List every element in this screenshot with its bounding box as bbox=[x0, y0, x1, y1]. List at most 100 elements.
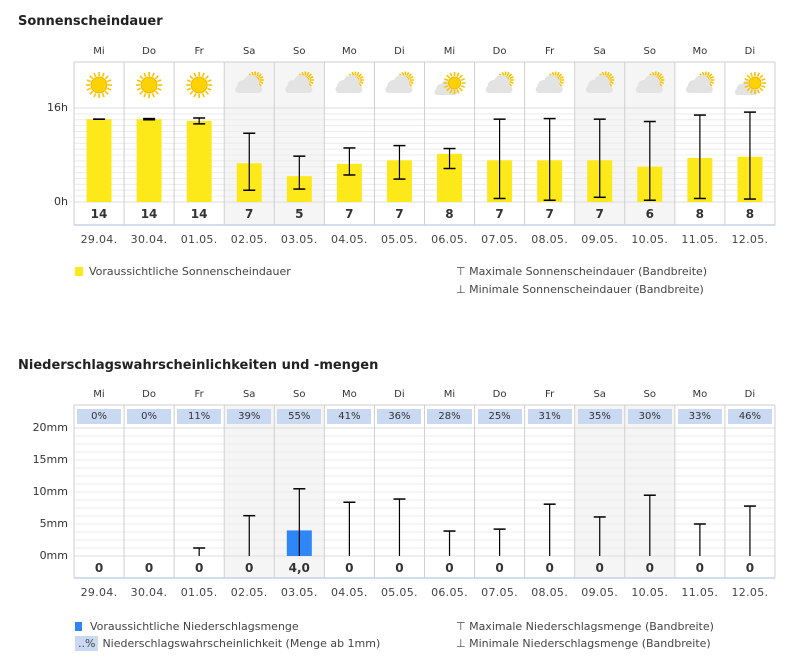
value-label: 7 bbox=[595, 207, 604, 221]
day-name: Di bbox=[394, 46, 405, 57]
cloud-sun-icon bbox=[635, 71, 665, 93]
date-label: 08.05. bbox=[531, 233, 569, 246]
sun-icon bbox=[136, 72, 163, 98]
value-label: 0 bbox=[144, 561, 154, 575]
y-axis-label: 15mm bbox=[32, 453, 68, 466]
value-label: 7 bbox=[245, 207, 254, 221]
date-label: 30.04. bbox=[130, 233, 168, 246]
date-label: 10.05. bbox=[631, 233, 669, 246]
date-label: 01.05. bbox=[180, 233, 218, 246]
range-whisker bbox=[643, 494, 656, 556]
range-whisker bbox=[643, 120, 656, 201]
probability-badge: 30% bbox=[627, 409, 672, 424]
date-label: 06.05. bbox=[431, 233, 468, 246]
date-label: 29.04. bbox=[80, 586, 118, 599]
legend-max-precipitation: ⊤ Maximale Niederschlagsmenge (Bandbreit… bbox=[456, 620, 714, 633]
legend-prob-marker: ..% bbox=[75, 636, 99, 651]
range-whisker bbox=[693, 114, 706, 200]
legend-min-precipitation: ⊥ Minimale Niederschlagsmenge (Bandbreit… bbox=[456, 637, 711, 650]
range-whisker bbox=[543, 117, 556, 201]
value-label: 0 bbox=[495, 561, 504, 575]
cloud-sun-icon bbox=[685, 71, 715, 93]
probability-badge: 28% bbox=[427, 409, 472, 424]
day-name: Do bbox=[492, 389, 507, 400]
probability-badge: 46% bbox=[727, 409, 772, 424]
y-axis-label: 0h bbox=[54, 195, 68, 208]
cloud-sun-icon bbox=[585, 71, 615, 93]
cloud-sun-icon bbox=[285, 71, 314, 93]
day-name: Mo bbox=[341, 46, 357, 57]
date-label: 06.05. bbox=[431, 586, 468, 599]
precipitation-title: Niederschlagswahrscheinlichkeiten und -m… bbox=[18, 358, 379, 373]
date-label: 01.05. bbox=[180, 586, 218, 599]
cloud-sun-icon bbox=[535, 71, 565, 93]
value-label: 4,0 bbox=[288, 561, 310, 575]
value-label: 0 bbox=[345, 561, 354, 575]
value-label: 8 bbox=[695, 207, 704, 221]
day-name: Mi bbox=[443, 46, 456, 57]
y-axis-label: 16h bbox=[47, 101, 68, 114]
range-whisker bbox=[593, 118, 606, 199]
sun-cloud-icon bbox=[434, 72, 466, 95]
date-label: 04.05. bbox=[330, 233, 368, 246]
date-label: 03.05. bbox=[280, 586, 318, 599]
day-name: Sa bbox=[593, 46, 606, 57]
value-label: 0 bbox=[395, 561, 404, 575]
range-whisker bbox=[543, 503, 556, 556]
value-label: 8 bbox=[745, 207, 755, 221]
range-whisker bbox=[343, 501, 356, 556]
probability-badge: 31% bbox=[527, 409, 572, 424]
range-whisker bbox=[393, 144, 406, 180]
date-label: 29.04. bbox=[80, 233, 118, 246]
value-label: 0 bbox=[595, 561, 604, 575]
cloud-sun-icon bbox=[335, 71, 364, 93]
range-whisker bbox=[243, 514, 256, 556]
date-label: 12.05. bbox=[731, 233, 769, 246]
day-name: Do bbox=[142, 46, 156, 57]
day-name: Mi bbox=[443, 389, 456, 400]
range-whisker bbox=[493, 118, 506, 200]
value-label: 0 bbox=[645, 561, 654, 575]
value-label: 7 bbox=[345, 207, 354, 221]
range-whisker bbox=[293, 488, 306, 556]
day-name: Sa bbox=[593, 389, 606, 400]
day-name: Do bbox=[142, 389, 156, 400]
probability-badge: 33% bbox=[677, 409, 722, 424]
value-bar bbox=[136, 119, 162, 202]
date-label: 30.04. bbox=[130, 586, 168, 599]
day-name: Sa bbox=[242, 46, 256, 57]
date-label: 07.05. bbox=[481, 233, 518, 246]
value-label: 7 bbox=[395, 207, 404, 221]
date-label: 12.05. bbox=[731, 586, 769, 599]
day-name: Fr bbox=[545, 46, 555, 57]
value-label: 14 bbox=[140, 207, 158, 221]
value-label: 7 bbox=[545, 207, 554, 221]
day-name: Mi bbox=[93, 389, 105, 400]
range-whisker bbox=[293, 155, 306, 190]
probability-badge: 25% bbox=[477, 409, 522, 424]
day-name: Di bbox=[744, 46, 756, 57]
day-name: Fr bbox=[194, 46, 204, 57]
date-label: 04.05. bbox=[330, 586, 368, 599]
probability-badge: 35% bbox=[577, 409, 622, 424]
value-label: 8 bbox=[445, 207, 454, 221]
date-label: 09.05. bbox=[581, 233, 619, 246]
range-whisker bbox=[693, 523, 706, 556]
date-label: 05.05. bbox=[381, 586, 418, 599]
cloud-sun-icon bbox=[485, 71, 515, 93]
legend-label: Niederschlagswahrscheinlichkeit (Menge a… bbox=[102, 637, 381, 650]
probability-badge: 36% bbox=[377, 409, 422, 424]
range-whisker bbox=[593, 516, 606, 556]
date-label: 05.05. bbox=[381, 233, 418, 246]
value-label: 0 bbox=[445, 561, 454, 575]
range-whisker bbox=[243, 132, 256, 191]
day-name: So bbox=[293, 46, 306, 57]
y-axis-label: 0mm bbox=[39, 549, 68, 562]
day-name: Mo bbox=[692, 389, 708, 400]
date-label: 08.05. bbox=[531, 586, 569, 599]
range-whisker bbox=[443, 530, 456, 556]
date-label: 03.05. bbox=[280, 233, 318, 246]
